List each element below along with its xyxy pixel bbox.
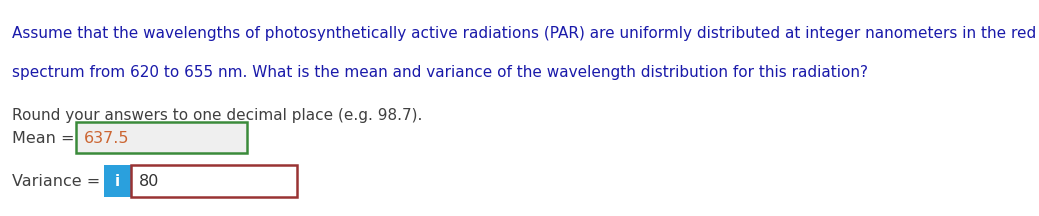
Text: i: i	[115, 174, 119, 189]
Text: Round your answers to one decimal place (e.g. 98.7).: Round your answers to one decimal place …	[12, 108, 423, 123]
FancyBboxPatch shape	[131, 165, 297, 197]
FancyBboxPatch shape	[104, 165, 131, 197]
Text: Variance =: Variance =	[12, 174, 106, 189]
Text: 637.5: 637.5	[84, 131, 130, 146]
Text: Assume that the wavelengths of photosynthetically active radiations (PAR) are un: Assume that the wavelengths of photosynt…	[12, 26, 1037, 41]
Text: 80: 80	[139, 174, 160, 189]
Text: spectrum from 620 to 655 nm. What is the mean and variance of the wavelength dis: spectrum from 620 to 655 nm. What is the…	[12, 65, 869, 80]
Text: Mean =: Mean =	[12, 131, 80, 146]
FancyBboxPatch shape	[76, 122, 247, 153]
